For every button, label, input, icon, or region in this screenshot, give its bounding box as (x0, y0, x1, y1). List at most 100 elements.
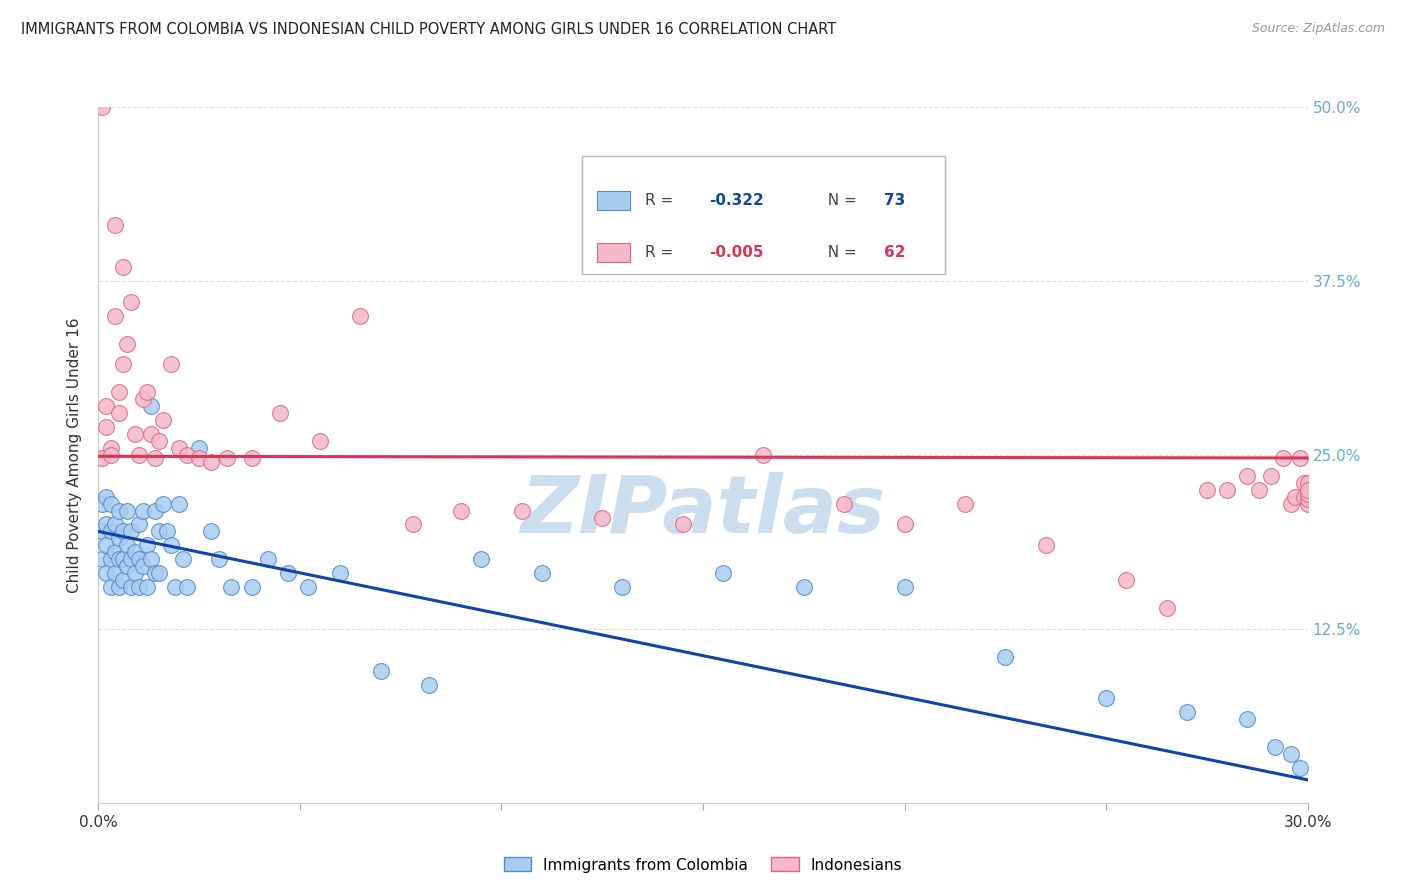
Point (152, 413, 174, 427)
Point (176, 580, 198, 594)
Point (1216, 483, 1239, 497)
Point (160, 358, 183, 372)
Point (1095, 691, 1118, 706)
Point (115, 503, 138, 517)
Point (188, 441, 211, 455)
Point (107, 580, 129, 594)
Point (143, 503, 166, 517)
Point (139, 399, 162, 413)
Point (450, 503, 472, 517)
Point (152, 497, 174, 511)
Point (128, 580, 150, 594)
Point (120, 552, 142, 566)
Point (329, 566, 352, 581)
Point (124, 566, 146, 581)
Point (200, 455, 222, 469)
Point (221, 580, 243, 594)
Point (96, 538, 118, 552)
Point (111, 260, 134, 274)
Point (128, 517, 150, 532)
Point (612, 580, 634, 594)
Point (135, 580, 157, 594)
Point (752, 448, 775, 462)
Point (893, 580, 915, 594)
Point (510, 503, 533, 517)
Point (135, 385, 157, 400)
Point (100, 448, 122, 462)
Point (1236, 468, 1258, 483)
Point (111, 552, 134, 566)
Point (111, 573, 134, 587)
Point (1115, 573, 1137, 587)
Point (91, 497, 114, 511)
Point (107, 532, 129, 546)
Point (530, 566, 553, 581)
Point (269, 406, 291, 420)
Point (115, 538, 138, 552)
Point (711, 566, 734, 581)
Point (1288, 761, 1310, 775)
Point (1296, 487, 1319, 501)
Point (107, 503, 129, 517)
Point (100, 524, 122, 539)
Text: -0.322: -0.322 (709, 194, 763, 208)
Text: ZIPatlas: ZIPatlas (520, 472, 886, 549)
Point (160, 538, 183, 552)
Point (120, 294, 142, 309)
Point (132, 392, 155, 407)
Point (103, 219, 125, 233)
Point (96, 399, 118, 413)
Point (240, 580, 263, 594)
Point (96, 490, 118, 504)
Point (217, 450, 239, 465)
Point (1281, 747, 1303, 761)
Point (172, 552, 194, 566)
Point (167, 441, 190, 455)
Point (309, 434, 332, 448)
Point (100, 441, 122, 455)
Text: IMMIGRANTS FROM COLOMBIA VS INDONESIAN CHILD POVERTY AMONG GIRLS UNDER 16 CORREL: IMMIGRANTS FROM COLOMBIA VS INDONESIAN C… (21, 22, 837, 37)
Point (208, 552, 231, 566)
Point (240, 450, 263, 465)
Point (1292, 490, 1315, 504)
Point (1281, 497, 1303, 511)
Point (100, 580, 122, 594)
Point (91, 524, 114, 539)
Point (1236, 712, 1258, 726)
Point (1195, 483, 1218, 497)
Point (832, 497, 855, 511)
Point (115, 336, 138, 351)
Point (1296, 483, 1319, 497)
Point (1284, 490, 1306, 504)
Point (148, 434, 170, 448)
Bar (596, 191, 630, 211)
Point (124, 427, 146, 442)
Point (418, 677, 440, 691)
Text: R =: R = (645, 245, 678, 260)
Point (100, 552, 122, 566)
Point (1264, 740, 1286, 755)
Point (1272, 450, 1295, 465)
Point (277, 566, 299, 581)
Point (107, 406, 129, 420)
Bar (596, 243, 630, 262)
Point (96, 566, 118, 581)
Point (953, 497, 976, 511)
Text: Source: ZipAtlas.com: Source: ZipAtlas.com (1251, 22, 1385, 36)
Text: R =: R = (645, 194, 678, 208)
Point (1296, 497, 1319, 511)
Point (349, 309, 371, 323)
Text: N =: N = (818, 194, 862, 208)
Point (1296, 475, 1319, 490)
Point (893, 517, 915, 532)
Point (124, 545, 146, 559)
Point (143, 566, 166, 581)
Text: N =: N = (818, 245, 862, 260)
Point (167, 497, 190, 511)
Point (100, 497, 122, 511)
Point (132, 559, 155, 574)
Point (176, 448, 198, 462)
Point (103, 517, 125, 532)
Point (96, 517, 118, 532)
Point (132, 503, 155, 517)
